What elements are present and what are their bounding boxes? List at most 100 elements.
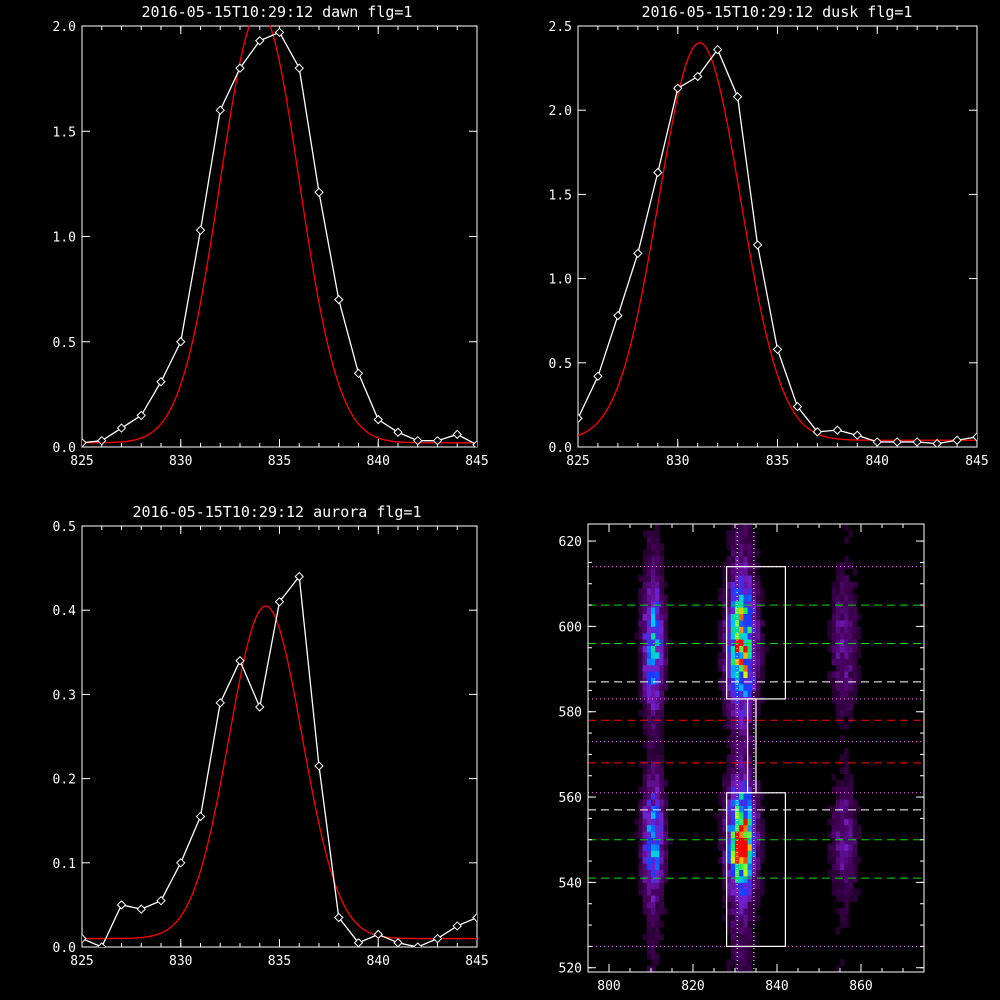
image-pixel	[848, 844, 853, 851]
image-pixel	[840, 844, 845, 851]
image-pixel	[751, 658, 757, 666]
image-pixel	[751, 684, 757, 691]
image-pixel	[651, 639, 656, 646]
image-pixel	[751, 850, 757, 858]
image-pixel	[827, 677, 832, 685]
image-pixel	[726, 837, 732, 845]
image-pixel	[760, 632, 765, 640]
image-pixel	[722, 888, 727, 896]
image-pixel	[646, 664, 652, 672]
image-pixel	[747, 952, 753, 960]
data-point-marker	[255, 36, 265, 46]
image-pixel	[756, 786, 761, 794]
image-pixel	[743, 722, 748, 730]
image-pixel	[751, 748, 757, 755]
image-pixel	[760, 671, 765, 678]
image-pixel	[835, 895, 841, 902]
image-pixel	[848, 658, 853, 666]
image-pixel	[651, 696, 656, 704]
image-pixel	[655, 639, 660, 646]
image-pixel	[831, 671, 837, 678]
image-pixel	[655, 831, 660, 838]
data-point-marker	[972, 432, 977, 442]
image-pixel	[751, 594, 757, 602]
image-pixel	[756, 895, 761, 902]
image-pixel	[667, 837, 673, 845]
image-pixel	[646, 652, 652, 659]
image-pixel	[756, 709, 761, 717]
image-pixel	[751, 562, 757, 570]
image-pixel	[735, 946, 740, 954]
image-pixel	[726, 965, 732, 973]
image-pixel	[655, 594, 660, 602]
image-pixel	[642, 786, 648, 794]
data-point-marker	[334, 912, 344, 923]
image-pixel	[646, 837, 652, 845]
image-pixel	[642, 812, 648, 819]
image-pixel	[722, 658, 727, 666]
image-pixel	[655, 722, 660, 730]
image-pixel	[747, 607, 753, 614]
image-pixel	[852, 863, 858, 870]
image-pixel	[642, 933, 648, 941]
image-pixel	[840, 818, 845, 826]
image-pixel	[840, 639, 845, 646]
image-pixel	[730, 562, 736, 570]
image-pixel	[852, 831, 858, 838]
y-tick-label: 520	[559, 962, 582, 977]
image-pixel	[722, 632, 727, 640]
image-pixel	[852, 799, 858, 806]
image-pixel	[739, 876, 744, 883]
image-pixel	[743, 536, 748, 544]
image-pixel	[835, 824, 841, 832]
image-pixel	[835, 869, 841, 877]
data-point-marker	[792, 401, 803, 412]
image-pixel	[848, 818, 853, 826]
image-pixel	[743, 735, 748, 742]
image-pixel	[840, 754, 845, 762]
image-pixel	[638, 652, 643, 659]
image-pixel	[739, 780, 744, 787]
image-pixel	[743, 703, 748, 710]
image-pixel	[844, 901, 849, 909]
image-pixel	[651, 575, 656, 582]
image-pixel	[642, 895, 648, 902]
image-pixel	[844, 824, 849, 832]
image-pixel	[844, 607, 849, 614]
image-pixel	[663, 818, 669, 826]
image-pixel	[726, 754, 732, 762]
image-pixel	[646, 888, 652, 896]
intensity-image	[634, 524, 862, 973]
image-pixel	[835, 562, 841, 570]
image-pixel	[722, 786, 727, 794]
image-pixel	[730, 556, 736, 563]
image-pixel	[638, 575, 643, 582]
image-pixel	[659, 773, 664, 781]
image-pixel	[739, 933, 744, 941]
image-pixel	[856, 824, 862, 832]
image-pixel	[646, 568, 652, 576]
image-pixel	[844, 703, 849, 710]
image-pixel	[739, 965, 744, 973]
y-tick-label: 580	[559, 706, 582, 721]
image-pixel	[848, 684, 853, 691]
image-pixel	[844, 684, 849, 691]
image-pixel	[646, 530, 652, 538]
image-pixel	[730, 658, 736, 666]
image-pixel	[655, 677, 660, 685]
image-pixel	[646, 754, 652, 762]
image-pixel	[651, 722, 656, 730]
image-pixel	[655, 671, 660, 678]
image-pixel	[751, 575, 757, 582]
image-pixel	[646, 792, 652, 800]
image-pixel	[739, 792, 744, 800]
image-pixel	[722, 901, 727, 909]
image-pixel	[722, 664, 727, 672]
image-pixel	[642, 837, 648, 845]
image-pixel	[655, 920, 660, 928]
image-pixel	[751, 799, 757, 806]
image-pixel	[760, 824, 765, 832]
image-pixel	[844, 920, 849, 928]
image-pixel	[655, 901, 660, 909]
image-pixel	[827, 831, 832, 838]
